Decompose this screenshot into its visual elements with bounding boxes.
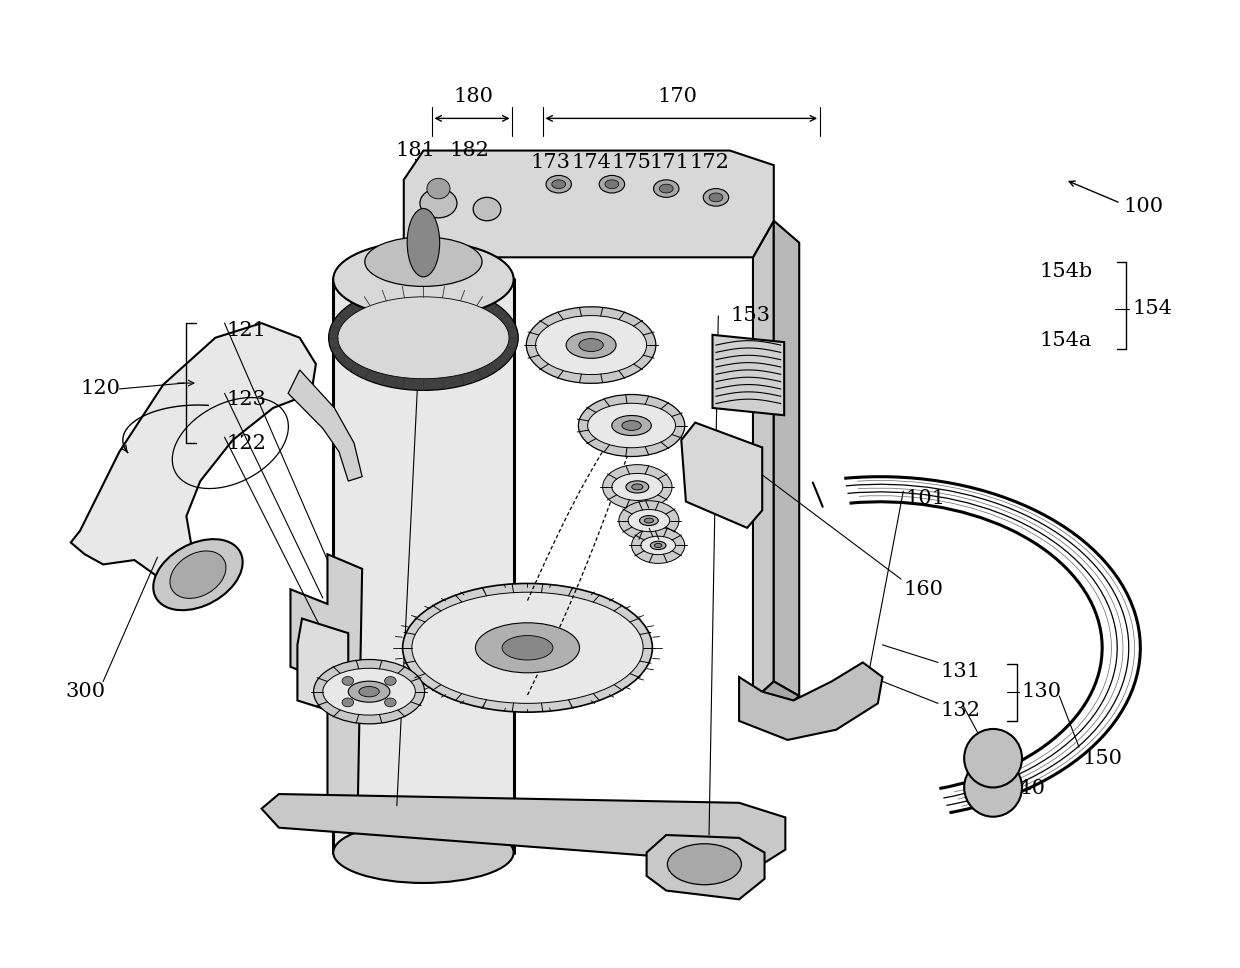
Text: 173: 173	[531, 153, 570, 171]
Ellipse shape	[384, 698, 396, 707]
Text: 132: 132	[940, 701, 981, 720]
Polygon shape	[646, 835, 765, 899]
Text: 300: 300	[64, 682, 105, 701]
Text: 172: 172	[689, 153, 729, 171]
Ellipse shape	[552, 180, 565, 189]
Ellipse shape	[475, 622, 579, 673]
Polygon shape	[71, 323, 316, 584]
Polygon shape	[404, 151, 774, 257]
Polygon shape	[753, 221, 774, 701]
Polygon shape	[681, 423, 763, 528]
Ellipse shape	[578, 395, 684, 457]
Ellipse shape	[526, 307, 656, 383]
Ellipse shape	[334, 241, 513, 318]
Ellipse shape	[365, 237, 482, 287]
Ellipse shape	[342, 698, 353, 707]
Ellipse shape	[329, 286, 518, 390]
Ellipse shape	[154, 539, 243, 610]
Ellipse shape	[667, 844, 742, 885]
Text: 110: 110	[423, 248, 464, 267]
Text: 140: 140	[1006, 778, 1045, 798]
Ellipse shape	[337, 297, 508, 378]
Ellipse shape	[334, 822, 513, 883]
Ellipse shape	[655, 543, 662, 548]
Text: 181: 181	[396, 141, 435, 160]
Text: 160: 160	[903, 580, 944, 599]
Ellipse shape	[384, 677, 396, 685]
Ellipse shape	[631, 484, 644, 490]
Ellipse shape	[599, 175, 625, 193]
Text: 121: 121	[227, 321, 267, 340]
Ellipse shape	[314, 659, 424, 724]
Polygon shape	[290, 555, 362, 820]
Polygon shape	[334, 279, 513, 853]
Polygon shape	[262, 794, 785, 864]
Ellipse shape	[965, 729, 1022, 787]
Ellipse shape	[622, 421, 641, 431]
Text: 175: 175	[611, 153, 651, 171]
Ellipse shape	[631, 528, 684, 563]
Polygon shape	[288, 370, 362, 481]
Text: 131: 131	[940, 662, 981, 681]
Ellipse shape	[709, 193, 723, 201]
Polygon shape	[774, 221, 800, 696]
Ellipse shape	[348, 681, 389, 702]
Ellipse shape	[474, 197, 501, 221]
Polygon shape	[753, 681, 800, 715]
Ellipse shape	[588, 404, 676, 448]
Text: 170: 170	[657, 87, 698, 106]
Ellipse shape	[611, 473, 663, 500]
Ellipse shape	[407, 208, 440, 277]
Ellipse shape	[579, 339, 604, 351]
Text: 130: 130	[1022, 682, 1061, 701]
Text: 120: 120	[81, 379, 120, 399]
Text: 154b: 154b	[1039, 262, 1092, 282]
Ellipse shape	[536, 316, 646, 375]
Ellipse shape	[703, 189, 729, 206]
Text: 154: 154	[1132, 299, 1172, 318]
Text: 171: 171	[650, 153, 689, 171]
Polygon shape	[298, 619, 348, 715]
Ellipse shape	[403, 584, 652, 712]
Polygon shape	[713, 335, 784, 415]
Ellipse shape	[322, 668, 415, 715]
Ellipse shape	[619, 500, 680, 540]
Ellipse shape	[629, 509, 670, 531]
Text: 180: 180	[453, 87, 494, 106]
Text: 123: 123	[227, 390, 267, 408]
Ellipse shape	[965, 758, 1022, 817]
Ellipse shape	[412, 592, 644, 704]
Ellipse shape	[603, 465, 672, 509]
Ellipse shape	[427, 178, 450, 198]
Ellipse shape	[626, 481, 649, 493]
Ellipse shape	[605, 180, 619, 189]
Ellipse shape	[611, 415, 651, 436]
Ellipse shape	[650, 541, 666, 550]
Ellipse shape	[653, 180, 680, 197]
Polygon shape	[739, 662, 883, 740]
Ellipse shape	[502, 636, 553, 660]
Ellipse shape	[342, 677, 353, 685]
Ellipse shape	[640, 516, 658, 526]
Ellipse shape	[645, 518, 653, 523]
Text: 153: 153	[730, 306, 770, 325]
Text: 174: 174	[572, 153, 611, 171]
Ellipse shape	[420, 189, 458, 218]
Text: 122: 122	[227, 434, 267, 453]
Text: 154a: 154a	[1039, 331, 1092, 350]
Ellipse shape	[660, 184, 673, 193]
Ellipse shape	[358, 686, 379, 697]
Ellipse shape	[641, 536, 676, 555]
Text: 182: 182	[450, 141, 490, 160]
Text: 150: 150	[1083, 749, 1122, 769]
Ellipse shape	[567, 332, 616, 358]
Ellipse shape	[170, 551, 226, 598]
Text: 101: 101	[905, 489, 946, 508]
Text: 100: 100	[1123, 197, 1163, 216]
Ellipse shape	[546, 175, 572, 193]
